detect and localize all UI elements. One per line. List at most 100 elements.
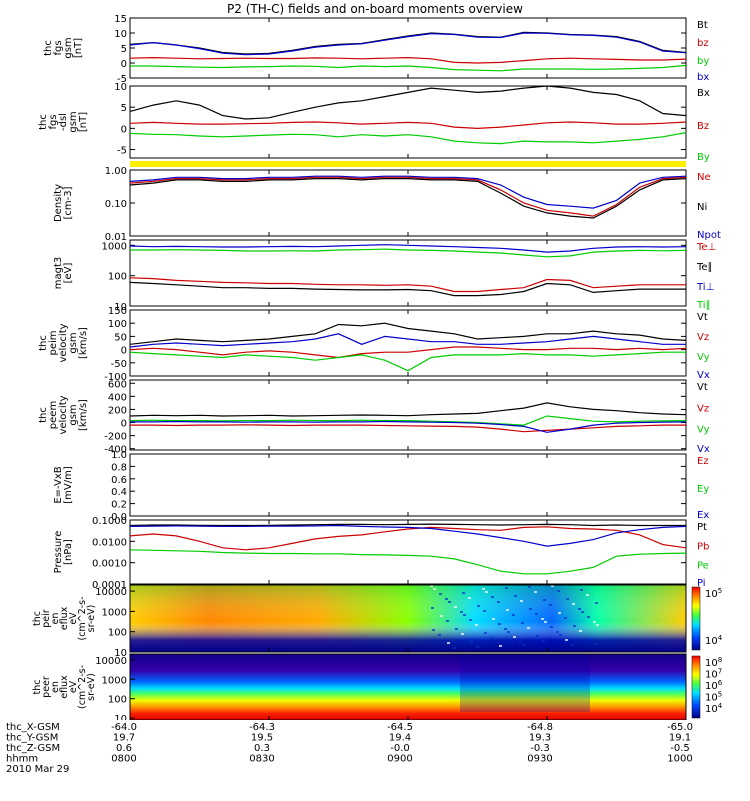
y-tick-label: 600: [108, 379, 127, 390]
y-tick-label: -50: [111, 359, 127, 370]
spectrogram-noise: [447, 642, 450, 644]
spectrogram-noise: [453, 647, 456, 649]
spectrogram-noise: [467, 638, 470, 640]
spectrogram-noise: [559, 634, 562, 636]
y-tick-label: 100: [108, 319, 127, 330]
spectrogram-noise: [565, 639, 568, 641]
legend-label: Vy: [697, 425, 710, 436]
spectrogram-noise: [506, 609, 509, 611]
spectrogram-noise: [520, 600, 523, 602]
y-tick-label: 0.6: [111, 475, 127, 486]
y-tick-label: 10: [114, 648, 127, 659]
spectrogram-noise: [463, 614, 466, 616]
spectrogram-noise: [455, 628, 458, 630]
spectrogram-noise: [529, 608, 532, 610]
y-axis-label: magt3: [53, 257, 64, 290]
y-axis-label: eV: [68, 680, 79, 693]
y-tick-label: 100: [108, 272, 127, 283]
y-tick-label: 0.8: [111, 462, 127, 473]
panel-density: 1.00 0.10 0.01 Density [cm-3] Ne Ni Npot: [53, 166, 721, 243]
spectrogram-noise: [541, 618, 544, 620]
spectrogram-noise: [461, 633, 464, 635]
y-axis-label: [eV]: [63, 263, 74, 284]
spectrogram-noise: [431, 607, 434, 609]
y-axis-label: thc: [38, 335, 49, 351]
orbit-value: 0.3: [254, 743, 270, 754]
y-axis-label: velocity: [58, 395, 69, 434]
y-tick-label: 0.0001: [92, 580, 127, 591]
legend-label: Vt: [697, 382, 708, 393]
panel-frame: [129, 653, 687, 720]
panel-frame: [129, 309, 687, 377]
legend-label: bz: [697, 38, 709, 49]
spectrogram-noise: [596, 624, 599, 626]
orbit-value: -0.5: [670, 743, 690, 754]
legend-label: Pe: [697, 561, 709, 572]
spectrogram-shade: [460, 654, 590, 712]
spectrogram-noise: [446, 620, 449, 622]
y-tick-label: 1000: [102, 607, 127, 618]
spectrogram-noise: [543, 599, 546, 601]
spectrogram-peer: 10000 1000 100 10 thcpeerenefluxeV(cm^2-s-sr…: [32, 653, 723, 720]
y-axis-label: en: [50, 681, 61, 693]
spectrogram-noise: [430, 585, 433, 587]
y-axis-label: [nT]: [78, 112, 89, 132]
y-tick-label: 0: [121, 419, 127, 430]
y-tick-label: 200: [108, 405, 127, 416]
y-tick-label: 0: [121, 124, 127, 135]
panel-peim: 150 100 50 0 -50 -100 thc peim velocity gsm [km/s]…: [38, 306, 710, 383]
series-line-temp-3: [130, 248, 687, 258]
y-axis-label: peim: [48, 330, 59, 355]
colorbar-label: 104: [705, 634, 723, 647]
y-axis-label: gsm: [68, 332, 79, 353]
series-line-peim-2: [129, 351, 686, 372]
spectrogram-noise: [499, 645, 502, 647]
y-axis-label: thc: [38, 407, 49, 423]
y-tick-label: 10: [114, 714, 127, 720]
orbit-value: -64.5: [387, 722, 413, 733]
spectrogram-noise: [579, 630, 582, 632]
spectrogram-noise: [573, 625, 576, 627]
orbit-label: 2010 Mar 29: [6, 764, 69, 775]
spectrogram-noise: [468, 597, 471, 599]
series-line-temp-1: [129, 281, 686, 297]
spectrogram-noise: [491, 596, 494, 598]
orbit-value: 19.7: [113, 733, 135, 744]
spectrogram-noise: [475, 624, 478, 626]
panel-efield: 1.00.8 0.60.4 0.20.0 E=-VxB [mV/m] Ez Ey Ex: [53, 450, 709, 523]
legend-label: Ez: [697, 456, 709, 467]
spectrogram-noise: [482, 588, 485, 590]
series-line-pressure-0: [129, 523, 686, 527]
spectrogram-noise: [432, 629, 435, 631]
panel-fgs-dsl: 10 5 0 -5 thc fgs -dsl gsm [nT] Bx Bz By: [38, 82, 710, 163]
legend-label: Vy: [697, 352, 710, 363]
orbit-label: hhmm: [6, 754, 38, 765]
legend-label: Ti∥: [696, 300, 711, 311]
y-axis-label: thc: [38, 114, 49, 130]
y-axis-label: eV: [68, 612, 79, 625]
panel-frame: [129, 453, 687, 517]
legend-label: Bz: [697, 121, 709, 132]
spectrogram-noise: [586, 594, 589, 596]
series-line-pressure-1: [129, 526, 687, 551]
y-tick-label: 1000: [102, 241, 127, 252]
legend-label: Pb: [697, 541, 709, 552]
y-axis-label: [km/s]: [78, 327, 89, 359]
y-tick-label: 150: [108, 306, 127, 317]
spectrogram-noise: [445, 598, 448, 600]
y-tick-label: 5: [121, 103, 127, 114]
spectrogram-noise: [454, 606, 457, 608]
y-tick-label: 5: [121, 44, 127, 55]
spectrogram-noise: [512, 614, 515, 616]
spectrogram-noise: [440, 615, 443, 617]
series-line-density-1: [129, 178, 687, 219]
spectrogram-noise: [469, 619, 472, 621]
orbit-value: 0900: [387, 754, 412, 765]
y-axis-label: peem: [48, 401, 59, 429]
y-tick-label: 10000: [95, 656, 127, 667]
y-axis-label: sr-eV): [86, 673, 97, 701]
spectrogram-peir: 10000 1000 100 10 thcpeirenefluxeV(cm^2-s-sr…: [32, 584, 723, 659]
y-tick-label: 0.0010: [92, 559, 127, 570]
spectrogram-noise: [550, 626, 553, 628]
legend-label: Bt: [697, 20, 708, 31]
